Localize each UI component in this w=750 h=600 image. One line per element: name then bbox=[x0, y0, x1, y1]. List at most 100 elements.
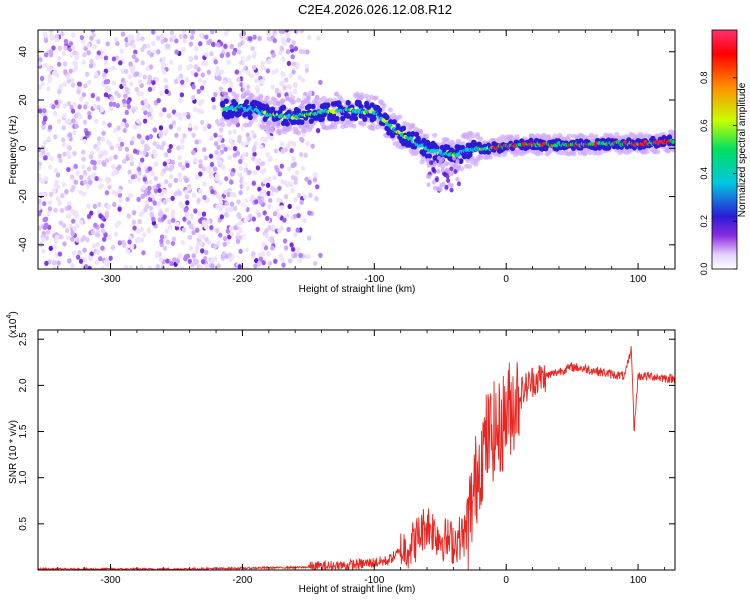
spectrogram-noise-point bbox=[79, 174, 84, 180]
spectrogram-noise-point bbox=[127, 239, 132, 245]
spectrogram-plume-point bbox=[455, 158, 460, 164]
spectrogram-noise-point bbox=[214, 149, 219, 155]
spectrogram-noise-point bbox=[299, 30, 304, 34]
spectrogram-noise-point bbox=[177, 253, 182, 259]
spectrogram-noise-point bbox=[48, 49, 54, 55]
spectrogram-noise-point bbox=[222, 79, 227, 86]
spectrogram-noise-point bbox=[44, 222, 49, 228]
spectrogram-noise-point bbox=[165, 258, 170, 264]
spectrogram-noise-point bbox=[162, 107, 167, 113]
spectrogram-noise-point bbox=[254, 257, 259, 264]
spectrogram-noise-point bbox=[181, 227, 187, 233]
spectrogram-noise-point bbox=[173, 78, 178, 84]
spectrogram-noise-point bbox=[197, 234, 203, 240]
spectrogram-ridge-core-point bbox=[306, 103, 313, 110]
spectrogram-x-tick-label: 100 bbox=[630, 274, 647, 285]
spectrogram-noise-point bbox=[215, 42, 221, 48]
spectrogram-noise-point bbox=[183, 207, 188, 213]
spectrogram-noise-point bbox=[255, 84, 260, 91]
spectrogram-noise-point bbox=[186, 220, 192, 226]
spectrogram-plume-point bbox=[452, 155, 457, 161]
spectrogram-noise-point bbox=[267, 260, 273, 266]
spectrogram-noise-point bbox=[300, 137, 305, 143]
spectrogram-plume-point bbox=[443, 172, 448, 178]
spectrogram-noise-point bbox=[71, 32, 76, 38]
spectrogram-noise-point bbox=[200, 98, 205, 104]
spectrogram-noise-point bbox=[151, 41, 156, 47]
spectrogram-noise-point bbox=[180, 79, 185, 85]
spectrogram-noise-point bbox=[77, 104, 82, 110]
spectrogram-plume-point bbox=[435, 186, 440, 192]
spectrogram-noise-point bbox=[232, 152, 238, 158]
spectrogram-ridge-halo-point bbox=[220, 122, 226, 128]
spectrogram-noise-point bbox=[122, 127, 127, 134]
spectrogram-noise-point bbox=[151, 85, 156, 92]
spectrogram-noise-point bbox=[223, 146, 228, 152]
spectrogram-noise-point bbox=[256, 261, 262, 267]
spectrogram-noise-point bbox=[103, 92, 109, 98]
spectrogram-noise-point bbox=[179, 144, 185, 150]
spectrogram-noise-point bbox=[40, 149, 46, 156]
spectrogram-noise-point bbox=[285, 213, 290, 219]
spectrogram-noise-point bbox=[82, 138, 87, 144]
spectrogram-noise-point bbox=[91, 243, 97, 249]
spectrogram-ridge-halo-point bbox=[387, 107, 393, 113]
spectrogram-ridge-halo-point bbox=[593, 134, 599, 139]
spectrogram-noise-point bbox=[302, 217, 307, 224]
spectrogram-noise-point bbox=[273, 258, 278, 264]
spectrogram-noise-point bbox=[111, 56, 117, 62]
spectrogram-noise-point bbox=[250, 194, 255, 200]
spectrogram-ridge-core-point bbox=[286, 109, 292, 116]
spectrogram-noise-point bbox=[58, 99, 63, 105]
spectrogram-noise-point bbox=[210, 258, 215, 264]
spectrogram-noise-point bbox=[85, 183, 90, 190]
spectrogram-noise-point bbox=[70, 165, 75, 172]
spectrogram-y-tick-label: -20 bbox=[18, 189, 29, 204]
spectrogram-noise-point bbox=[136, 166, 142, 172]
spectrogram-noise-point bbox=[134, 86, 140, 92]
spectrogram-noise-point bbox=[296, 213, 301, 219]
spectrogram-noise-point bbox=[131, 43, 136, 49]
spectrogram-noise-point bbox=[111, 80, 117, 86]
spectrogram-noise-point bbox=[229, 171, 235, 177]
spectrogram-noise-point bbox=[307, 210, 312, 216]
spectrogram-noise-point bbox=[72, 101, 77, 108]
spectrogram-noise-point bbox=[209, 135, 214, 141]
spectrogram-noise-point bbox=[121, 98, 127, 104]
spectrogram-noise-point bbox=[148, 133, 154, 140]
spectrogram-ridge-halo-point bbox=[470, 133, 476, 139]
spectrogram-plume-point bbox=[449, 187, 454, 193]
spectrogram-noise-point bbox=[252, 145, 257, 151]
spectrogram-noise-point bbox=[86, 203, 91, 209]
spectrogram-noise-point bbox=[178, 98, 183, 104]
snr-x-tick-label: -300 bbox=[101, 575, 121, 586]
spectrogram-ridge-halo-point bbox=[291, 99, 297, 105]
spectrogram-noise-point bbox=[279, 45, 284, 51]
spectrogram-noise-point bbox=[213, 243, 218, 250]
spectrogram-noise-point bbox=[113, 154, 118, 160]
spectrogram-noise-point bbox=[192, 257, 198, 264]
spectrogram-noise-point bbox=[41, 192, 47, 198]
spectrogram-noise-point bbox=[217, 136, 222, 143]
spectrogram-noise-point bbox=[156, 201, 161, 207]
spectrogram-noise-point bbox=[57, 45, 63, 51]
spectrogram-x-ticks: -300 -200 -100 0 100 bbox=[57, 30, 665, 285]
spectrogram-noise-point bbox=[149, 192, 154, 199]
spectrogram-noise-point bbox=[277, 227, 282, 234]
spectrogram-noise-point bbox=[145, 145, 151, 151]
spectrogram-plume-point bbox=[427, 174, 432, 180]
spectrogram-noise-point bbox=[253, 78, 259, 84]
spectrogram-noise-point bbox=[38, 205, 42, 211]
spectrogram-noise-point bbox=[214, 71, 220, 77]
spectrogram-noise-point bbox=[210, 189, 215, 195]
spectrogram-noise-point bbox=[254, 140, 259, 147]
spectrogram-ridge-halo-point bbox=[234, 93, 240, 99]
spectrogram-noise-point bbox=[75, 237, 80, 243]
spectrogram-noise-point bbox=[159, 91, 164, 97]
spectrogram-noise-point bbox=[279, 163, 285, 169]
spectrogram-noise-point bbox=[208, 153, 214, 159]
spectrogram-noise-point bbox=[212, 166, 218, 172]
spectrogram-y-tick-label: -40 bbox=[18, 237, 29, 252]
spectrogram-noise-point bbox=[291, 156, 296, 162]
spectrogram-noise-point bbox=[141, 106, 146, 112]
